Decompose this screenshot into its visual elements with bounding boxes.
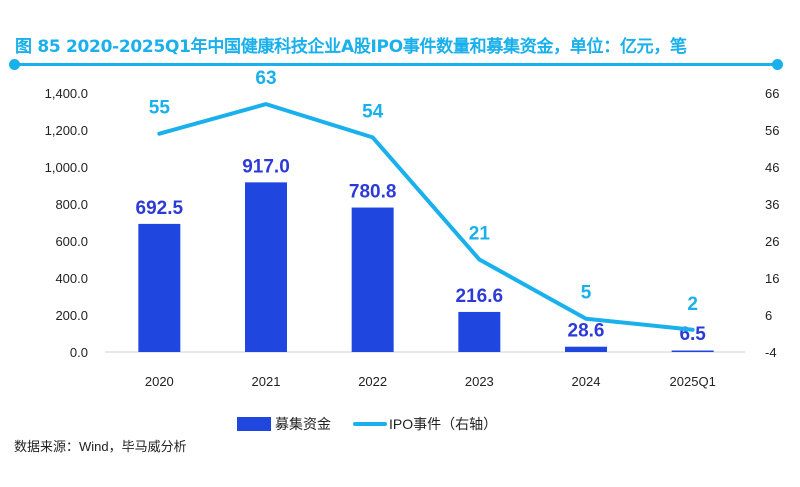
right-axis-tick-label: 6 <box>765 308 772 323</box>
right-axis-tick-label: 66 <box>765 86 779 101</box>
line-series <box>157 102 695 332</box>
left-axis: 0.0 200.0 400.0 600.0 800.0 1,000.0 1,200.0 1,4… <box>45 86 88 360</box>
bar-series <box>138 182 714 352</box>
line-labels: 55 63 54 21 5 2 <box>149 68 698 315</box>
x-axis-tick-label: 2023 <box>465 374 494 389</box>
chart-title: 图 85 2020-2025Q1年中国健康科技企业A股IPO事件数量和募集资金，… <box>15 37 687 57</box>
x-axis-tick-label: 2020 <box>145 374 174 389</box>
x-axis-tick-label: 2024 <box>572 374 601 389</box>
line-data-label: 21 <box>469 224 491 245</box>
line-data-label: 63 <box>255 68 276 89</box>
title-rule <box>14 63 778 66</box>
bar <box>138 223 181 352</box>
left-axis-tick-label: 400.0 <box>55 271 88 286</box>
line-data-label: 2 <box>687 294 698 315</box>
line-data-label: 5 <box>581 283 592 304</box>
right-axis: -4 6 16 26 36 46 56 66 <box>765 86 779 360</box>
bar <box>245 182 287 352</box>
bar <box>458 311 501 352</box>
left-axis-tick-label: 1,200.0 <box>45 123 88 138</box>
bar-data-label: 780.8 <box>349 182 397 203</box>
legend-bar-swatch <box>237 417 271 431</box>
x-axis: 2020 2021 2022 2023 2024 2025Q1 <box>145 374 716 389</box>
left-axis-tick-label: 200.0 <box>55 308 88 323</box>
ipo-line <box>157 102 695 332</box>
x-axis-tick-label: 2022 <box>358 374 387 389</box>
left-axis-tick-label: 800.0 <box>55 197 88 212</box>
legend: 募集资金 IPO事件（右轴） <box>237 414 497 434</box>
left-axis-tick-label: 1,400.0 <box>45 86 88 101</box>
bar <box>351 207 394 352</box>
bar <box>671 350 714 352</box>
bar <box>565 346 607 352</box>
source-note: 数据来源：Wind，毕马威分析 <box>14 439 187 454</box>
x-axis-tick-label: 2025Q1 <box>670 374 716 389</box>
right-axis-tick-label: 26 <box>765 234 779 249</box>
bar-data-label: 216.6 <box>456 286 504 307</box>
left-axis-tick-label: 600.0 <box>55 234 88 249</box>
bar-data-label: 28.6 <box>568 321 605 342</box>
title-rule-dot-right <box>772 59 783 70</box>
right-axis-tick-label: 36 <box>765 197 779 212</box>
bar-data-label: 692.5 <box>136 198 184 219</box>
left-axis-tick-label: 0.0 <box>70 345 88 360</box>
legend-line-swatch <box>353 422 387 426</box>
legend-line-label: IPO事件（右轴） <box>389 416 498 432</box>
left-axis-tick-label: 1,000.0 <box>45 160 88 175</box>
legend-bar-label: 募集资金 <box>275 416 331 432</box>
right-axis-tick-label: 46 <box>765 160 779 175</box>
line-data-label: 55 <box>149 98 171 119</box>
right-axis-tick-label: 56 <box>765 123 779 138</box>
right-axis-tick-label: 16 <box>765 271 779 286</box>
bar-data-label: 917.0 <box>242 156 290 177</box>
x-axis-tick-label: 2021 <box>252 374 281 389</box>
line-data-label: 54 <box>362 101 384 122</box>
chart: 0.0 200.0 400.0 600.0 800.0 1,000.0 1,200.0 1,4… <box>45 68 780 389</box>
right-axis-tick-label: -4 <box>765 345 777 360</box>
